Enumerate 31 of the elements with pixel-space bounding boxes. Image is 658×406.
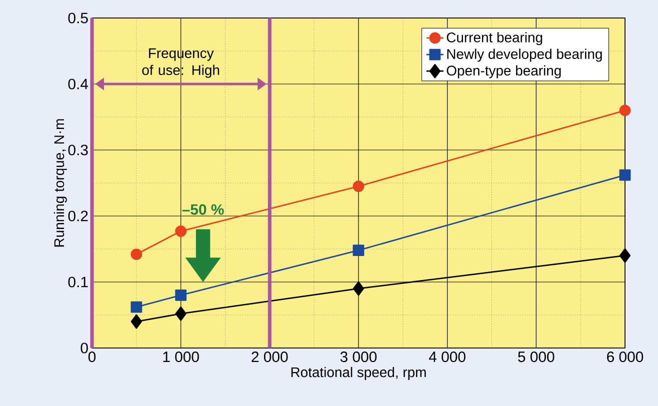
point [352, 281, 364, 296]
x-tick-label: 6 000 [607, 352, 644, 362]
y-tick-label: 0.1 [68, 276, 88, 288]
x-tick-label: 2 000 [252, 352, 288, 362]
point [130, 301, 142, 313]
x-axis-title: Rotational speed, rpm [291, 366, 426, 380]
point [130, 248, 142, 260]
x-tick-label: 0 [88, 352, 96, 362]
point [130, 314, 142, 329]
y-tick-label: 0.3 [68, 144, 88, 156]
y-tick-label: 0 [80, 342, 88, 354]
annotation: –50 % [182, 204, 224, 215]
point [175, 306, 186, 321]
x-tick-label: 1 000 [163, 352, 199, 362]
point [352, 180, 364, 192]
y-tick-label: 0.4 [68, 78, 88, 90]
legend-label: Current bearing [446, 32, 542, 46]
legend-label: Open-type bearing [446, 65, 561, 78]
point [352, 244, 364, 256]
point [175, 225, 187, 237]
point [175, 290, 187, 301]
point [619, 248, 631, 263]
point [619, 169, 631, 181]
y-tick-label: 0.2 [68, 210, 88, 222]
x-tick-label: 4 000 [428, 352, 466, 362]
legend-label: Newly developed bearing [447, 48, 602, 62]
x-tick-label: 5 000 [518, 352, 554, 362]
point [619, 104, 631, 116]
y-axis-title: Running torque, N·m [54, 119, 67, 247]
y-tick-label: 0.5 [68, 12, 88, 24]
x-tick-label: 3 000 [340, 352, 377, 362]
